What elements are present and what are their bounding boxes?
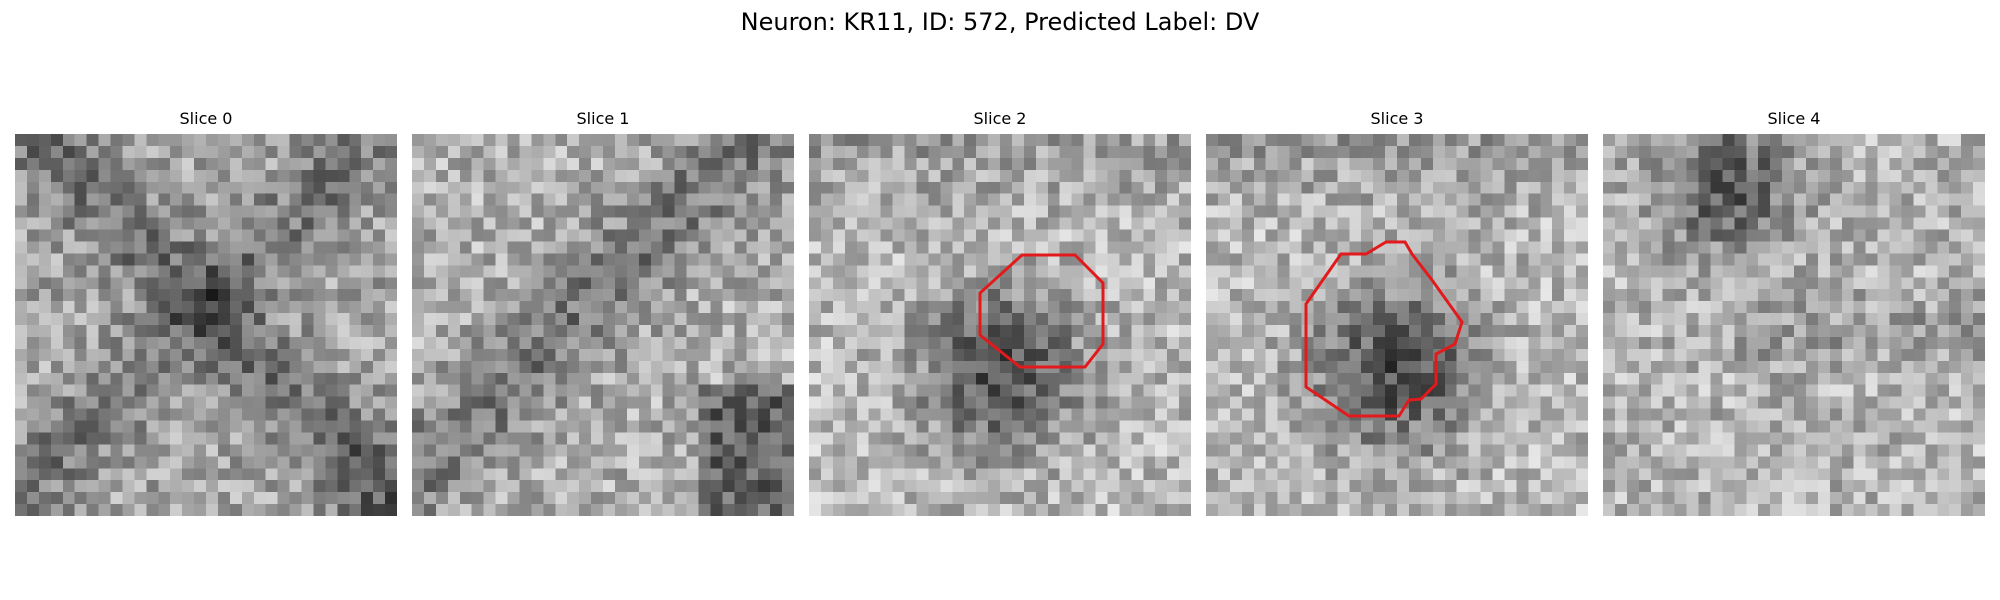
slice-title-4: Slice 4 (1767, 109, 1821, 128)
slice-image-2 (809, 134, 1191, 516)
slice-panel-4: Slice 4 (1603, 108, 1985, 516)
slice-title-0: Slice 0 (179, 109, 233, 128)
slice-title-3: Slice 3 (1370, 109, 1424, 128)
slice-image-4 (1603, 134, 1985, 516)
slice-panel-2: Slice 2 (809, 108, 1191, 516)
slice-panel-0: Slice 0 (15, 108, 397, 516)
slice-title-1: Slice 1 (576, 109, 630, 128)
slice-panel-1: Slice 1 (412, 108, 794, 516)
slice-panel-3: Slice 3 (1206, 108, 1588, 516)
slice-image-3 (1206, 134, 1588, 516)
slice-image-0 (15, 134, 397, 516)
figure-title: Neuron: KR11, ID: 572, Predicted Label: … (740, 8, 1260, 36)
slice-title-2: Slice 2 (973, 109, 1027, 128)
slice-image-1 (412, 134, 794, 516)
